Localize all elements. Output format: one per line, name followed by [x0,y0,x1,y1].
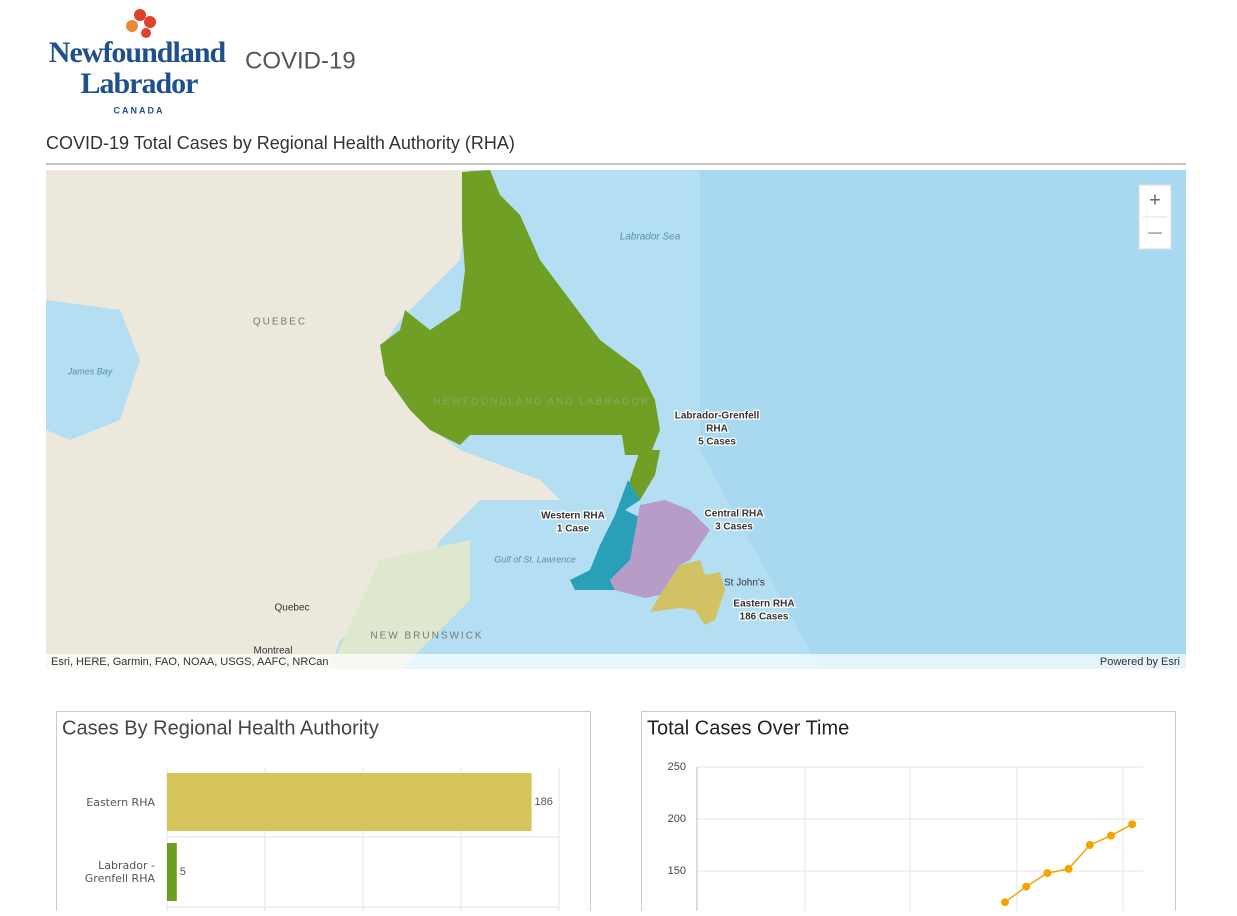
zoom-in-button[interactable]: + [1149,189,1161,211]
category-label: Labrador - Grenfell RHA [84,859,155,885]
place-label: Montreal [254,646,293,657]
point [1064,864,1073,873]
section-title: COVID-19 Total Cases by Regional Health … [46,133,515,153]
place-label: NEWFOUNDLAND AND LABRADOR [434,397,651,408]
value-label: 5 [180,866,186,878]
rha-labels: Labrador-Grenfell RHA 5 Cases Western RHA 1 … [540,409,796,624]
rha-label: Eastern RHA [733,599,794,610]
place-label: St John's [724,578,765,589]
line-grid-x [804,767,1124,911]
value-label: 186 [535,796,553,808]
zoom-out-button[interactable]: — [1148,224,1162,240]
zoom-controls: + — [1138,184,1172,250]
rha-label: 5 Cases [698,437,736,448]
logo-text: Newfoundland [49,36,227,69]
card [641,711,1176,916]
y-tick-label: Eastern RHA [86,795,155,809]
place-label: Gulf of St. Lawrence [494,554,576,564]
rha-label: Central RHA [705,509,764,520]
point [1128,820,1137,829]
rha-label: Western RHA [541,511,605,522]
logo-flower [126,9,156,38]
point [1107,831,1115,840]
rha-label: 1 Case [557,524,590,535]
point [1085,841,1094,849]
map [46,170,1186,669]
attribution: Powered by Esri [1100,656,1180,668]
bar [167,773,532,831]
logo-text: CANADA [114,105,165,115]
rha-label: 3 Cases [715,522,753,533]
place-label: James Bay [67,366,113,376]
place-label: Labrador Sea [620,232,681,243]
logo-text: Labrador [80,67,198,100]
rha-label: Labrador-Grenfell [675,411,760,422]
card-title: Cases By Regional Health Authority [62,717,379,739]
rha-label: RHA [706,424,728,435]
rha-label: 186 Cases [740,612,789,623]
card-title: Total Cases Over Time [647,717,849,739]
y-tick-label: 150 [668,865,686,877]
place-label: QUEBEC [253,317,307,328]
y-tick-label: Labrador - Grenfell RHA [84,859,155,885]
app-title: COVID-19 [245,47,356,74]
place-label: NEW BRUNSWICK [370,631,483,642]
point [1001,898,1009,907]
point [1022,882,1031,891]
point [1043,869,1052,878]
place-label: Quebec [274,603,309,614]
category-label: Eastern RHA [86,795,155,809]
y-tick-label: 250 [668,761,686,773]
y-tick-label: 200 [668,813,686,825]
bar [167,843,177,901]
attribution: Esri, HERE, Garmin, FAO, NOAA, USGS, AAF… [51,656,329,668]
